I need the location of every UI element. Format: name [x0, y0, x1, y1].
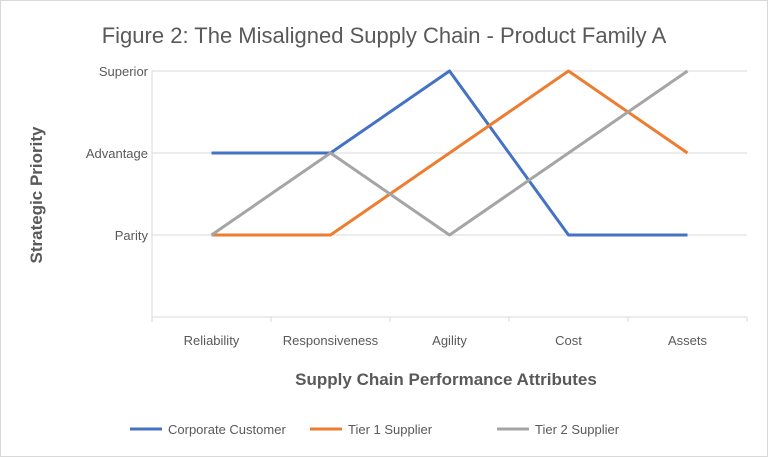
y-axis-title: Strategic Priority: [27, 126, 46, 264]
chart-title: Figure 2: The Misaligned Supply Chain - …: [102, 23, 667, 48]
x-tick-label: Assets: [668, 333, 708, 348]
x-tick-label: Responsiveness: [283, 333, 379, 348]
legend-label: Tier 2 Supplier: [535, 422, 620, 437]
series-line: [211, 69, 689, 237]
x-tick-label: Agility: [432, 333, 467, 348]
y-tick-label: Superior: [99, 64, 149, 79]
y-tick-label: Parity: [115, 228, 149, 243]
legend-label: Tier 1 Supplier: [348, 422, 433, 437]
x-tick-label: Cost: [555, 333, 582, 348]
series-line: [210, 69, 689, 237]
series-line: [211, 69, 688, 237]
x-axis-title: Supply Chain Performance Attributes: [295, 370, 597, 389]
legend-label: Corporate Customer: [168, 422, 286, 437]
y-tick-label: Advantage: [86, 146, 148, 161]
x-tick-label: Reliability: [184, 333, 240, 348]
